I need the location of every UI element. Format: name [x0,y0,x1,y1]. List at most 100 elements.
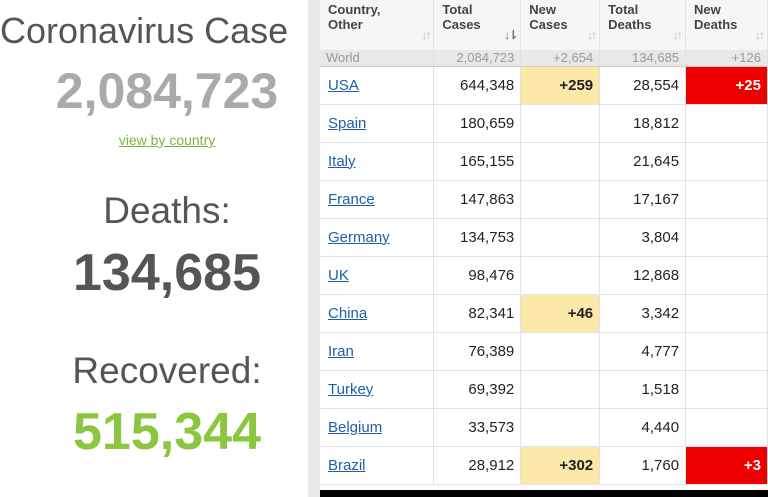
world-country-cell: World [320,50,435,67]
country-cell: Iran [320,332,435,371]
total-cases-cell: 33,573 [433,408,522,447]
new-deaths-cell [685,370,768,409]
recovered-count: 515,344 [73,403,261,461]
new-cases-cell [520,218,601,257]
total-deaths-cell: 3,342 [599,294,687,333]
new-cases-cell [520,180,601,219]
deaths-count: 134,685 [73,244,261,302]
country-link[interactable]: Turkey [328,380,374,398]
new-deaths-cell [685,294,768,333]
table-row: China 82,341 +46 3,342 [320,294,768,333]
table-row: UK 98,476 12,868 [320,256,768,295]
total-cases-cell: 28,912 [433,446,522,485]
country-cell: Italy [320,142,435,181]
deaths-label: Deaths: [103,190,231,231]
total-deaths-cell: 18,812 [599,104,687,143]
view-by-country-link[interactable]: view by country [118,132,216,148]
sort-arrows-icon[interactable]: ↓↑ [421,28,431,42]
new-cases-cell [520,408,601,447]
sort-desc-icon[interactable]: ↓⇂ [504,28,518,42]
total-cases-cell: 98,476 [433,256,522,295]
country-link[interactable]: Brazil [328,456,366,474]
header-total-cases[interactable]: Total Cases ↓⇂ [433,0,522,50]
new-cases-cell [520,370,601,409]
total-deaths-cell: 17,167 [599,180,687,219]
new-deaths-cell [685,142,768,181]
total-cases-cell: 134,753 [433,218,522,257]
header-new-cases[interactable]: New Cases ↓↑ [520,0,601,50]
country-link[interactable]: China [328,304,368,322]
country-table: Country, Other ↓↑ Total Cases ↓⇂ New Cases ↓↑ … [320,0,768,485]
country-link[interactable]: Iran [328,342,354,360]
page-title: Coronavirus Case [0,10,289,51]
country-link[interactable]: France [328,190,375,208]
world-total-deaths-cell: 134,685 [599,50,687,67]
new-deaths-cell: +3 [685,446,768,485]
country-link[interactable]: Italy [328,152,356,170]
table-row: Italy 165,155 21,645 [320,142,768,181]
new-cases-cell: +46 [520,294,601,333]
total-deaths-cell: 28,554 [599,66,687,105]
bottom-edge-bar [320,490,768,497]
total-cases-cell: 165,155 [433,142,522,181]
total-deaths-cell: 4,440 [599,408,687,447]
table-row: Belgium 33,573 4,440 [320,408,768,447]
total-cases-count: 2,084,723 [55,63,279,119]
new-deaths-cell: +25 [685,66,768,105]
new-cases-cell [520,142,601,181]
total-cases-cell: 644,348 [433,66,522,105]
total-deaths-cell: 3,804 [599,218,687,257]
country-cell: Brazil [320,446,435,485]
country-link[interactable]: UK [328,266,349,284]
table-row: Spain 180,659 18,812 [320,104,768,143]
new-deaths-cell [685,218,768,257]
new-cases-cell: +302 [520,446,601,485]
sort-arrows-icon[interactable]: ↓↑ [755,28,765,42]
total-deaths-cell: 1,760 [599,446,687,485]
country-cell: France [320,180,435,219]
total-cases-cell: 76,389 [433,332,522,371]
table-row: France 147,863 17,167 [320,180,768,219]
total-cases-cell: 147,863 [433,180,522,219]
total-deaths-cell: 4,777 [599,332,687,371]
country-table-panel: Country, Other ↓↑ Total Cases ↓⇂ New Cases ↓↑ … [320,0,768,497]
sort-arrows-icon[interactable]: ↓↑ [673,28,683,42]
new-cases-cell: +259 [520,66,601,105]
country-link[interactable]: Belgium [328,418,383,436]
new-cases-cell [520,104,601,143]
new-cases-cell [520,332,601,371]
country-cell: USA [320,66,435,105]
recovered-label: Recovered: [72,350,262,391]
header-country[interactable]: Country, Other ↓↑ [320,0,435,50]
country-link[interactable]: USA [328,76,359,94]
table-row: Iran 76,389 4,777 [320,332,768,371]
table-row: Germany 134,753 3,804 [320,218,768,257]
table-row: Brazil 28,912 +302 1,760 +3 [320,446,768,485]
new-deaths-cell [685,256,768,295]
world-row: World 2,084,723 +2,654 134,685 +126 [320,50,768,67]
summary-panel: Coronavirus Case 2,084,723 view by count… [0,0,308,497]
new-deaths-cell [685,180,768,219]
country-cell: Germany [320,218,435,257]
table-row: USA 644,348 +259 28,554 +25 [320,66,768,105]
country-cell: Spain [320,104,435,143]
world-total-cases-cell: 2,084,723 [433,50,522,67]
country-link[interactable]: Spain [328,114,367,132]
country-cell: UK [320,256,435,295]
new-deaths-cell [685,408,768,447]
world-new-cases-cell: +2,654 [520,50,601,67]
sort-arrows-icon[interactable]: ↓↑ [587,28,597,42]
country-cell: Turkey [320,370,435,409]
total-cases-cell: 69,392 [433,370,522,409]
new-deaths-cell [685,104,768,143]
table-row: Turkey 69,392 1,518 [320,370,768,409]
total-deaths-cell: 21,645 [599,142,687,181]
total-cases-cell: 82,341 [433,294,522,333]
header-total-deaths[interactable]: Total Deaths ↓↑ [599,0,687,50]
header-new-deaths[interactable]: New Deaths ↓↑ [685,0,768,50]
country-cell: China [320,294,435,333]
new-deaths-cell [685,332,768,371]
total-deaths-cell: 12,868 [599,256,687,295]
country-link[interactable]: Germany [328,228,390,246]
new-cases-cell [520,256,601,295]
